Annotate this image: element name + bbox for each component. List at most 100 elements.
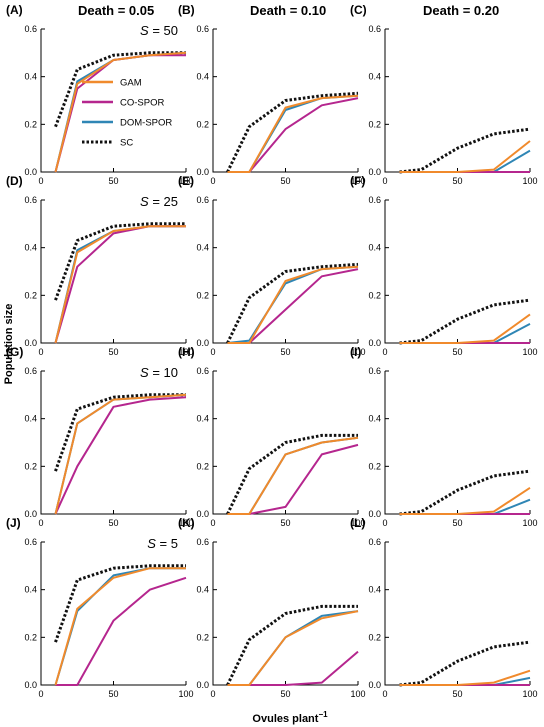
y-tick-label: 0.2 (368, 290, 381, 300)
x-tick-label: 0 (38, 176, 43, 186)
panel-label-k: (K) (178, 516, 195, 530)
series-line-gam (227, 94, 359, 173)
s-label-prefix: S (140, 365, 149, 380)
series-line-gam (54, 51, 187, 173)
series-line-co-spor (227, 443, 359, 515)
panel-c: (C) 0.0 0.2 0.4 0.6 0 50 100 (350, 3, 538, 186)
series-line-gam (227, 265, 359, 344)
y-tick-label: 0.0 (196, 509, 209, 519)
y-tick-label: 0.6 (196, 366, 209, 376)
series-line-sc (399, 469, 531, 516)
y-tick-label: 0.2 (24, 632, 37, 642)
panel-label-h: (H) (178, 345, 195, 359)
y-tick-label: 0.4 (368, 414, 381, 424)
s-label-eq: = (149, 23, 164, 38)
series-line-co-spor (54, 54, 186, 173)
series-line-co-spor (54, 396, 187, 515)
y-tick-label: 0.6 (368, 195, 381, 205)
panel-label-a: (A) (6, 3, 23, 17)
s-label-value: 5 (171, 536, 178, 551)
x-tick-label: 0 (38, 518, 43, 528)
x-tick-label: 0 (210, 518, 215, 528)
x-tick-label: 100 (350, 347, 365, 357)
x-tick-label: 0 (382, 689, 387, 699)
x-tick-label: 100 (178, 347, 193, 357)
y-tick-label: 0.6 (24, 195, 37, 205)
panel-label-c: (C) (350, 3, 367, 17)
x-tick-label: 100 (350, 176, 365, 186)
series-line-sc (54, 51, 186, 128)
series-line-sc (399, 127, 531, 174)
s-label-eq: = (149, 194, 164, 209)
y-tick-label: 0.4 (196, 72, 209, 82)
x-tick-label: 100 (178, 176, 193, 186)
series-line-gam (227, 610, 359, 686)
legend: GAM CO-SPOR DOM-SPOR SC (82, 78, 172, 149)
y-tick-label: 0.2 (196, 632, 209, 642)
x-tick-label: 100 (522, 689, 537, 699)
legend-label-co-spor: CO-SPOR (120, 98, 164, 109)
y-tick-label: 0.6 (368, 537, 381, 547)
series-line-sc (226, 433, 358, 515)
panel-f: (F)0.00.20.40.60 50 100 (350, 174, 538, 357)
y-tick-label: 0.6 (196, 24, 209, 34)
x-tick-label: 50 (452, 347, 462, 357)
y-tick-label: 0.2 (368, 461, 381, 471)
panel-label-i: (I) (350, 345, 361, 359)
y-tick-label: 0.6 (196, 195, 209, 205)
s-label: S = 5 (147, 536, 178, 551)
x-tick-label: 50 (452, 176, 462, 186)
panel-a: (A) 0.0 0.2 0.4 0.6 0 50 100 S = 50 (6, 3, 194, 186)
y-tick-label: 0.2 (368, 119, 381, 129)
panel-label-b: (B) (178, 3, 195, 17)
panel-h: (H)0.00.20.40.60 50 100 (178, 345, 366, 528)
series-line-gam (399, 486, 531, 515)
panel-label-j: (J) (6, 516, 21, 530)
panel-i: (I) 0.0 0.2 0.4 0.6 0 50 100 (350, 345, 538, 528)
x-tick-label: 100 (178, 689, 193, 699)
series-line-sc (226, 604, 358, 686)
series-line-gam (54, 393, 187, 515)
x-tick-label: 0 (210, 347, 215, 357)
y-tick-label: 0.4 (196, 414, 209, 424)
y-tick-label: 0.4 (368, 585, 381, 595)
series-line-gam (399, 669, 531, 686)
y-tick-label: 0.0 (24, 338, 37, 348)
x-tick-label: 100 (522, 518, 537, 528)
series-line-sc (226, 91, 359, 173)
y-tick-label: 0.6 (368, 24, 381, 34)
x-tick-label: 0 (382, 518, 387, 528)
x-tick-label: 50 (280, 176, 290, 186)
s-label: S = 25 (140, 194, 178, 209)
y-tick-label: 0.0 (196, 167, 209, 177)
panel-e: (E)0.00.20.40.60 50 100 (178, 174, 366, 357)
y-tick-label: 0.6 (196, 537, 209, 547)
y-tick-label: 0.2 (24, 119, 37, 129)
y-tick-label: 0.0 (368, 509, 381, 519)
series-line-dom-spor (54, 51, 187, 173)
s-label-prefix: S (147, 536, 156, 551)
y-tick-label: 0.2 (196, 290, 209, 300)
s-label-prefix: S (140, 23, 149, 38)
y-tick-label: 0.6 (368, 366, 381, 376)
series-line-gam (399, 313, 531, 344)
y-tick-label: 0.6 (24, 537, 37, 547)
y-tick-label: 0.2 (368, 632, 381, 642)
series-line-sc (399, 298, 531, 345)
y-tick-label: 0.0 (196, 338, 209, 348)
y-tick-label: 0.6 (24, 366, 37, 376)
y-tick-label: 0.4 (24, 72, 37, 82)
x-axis-label-main: Ovules plant (252, 713, 318, 725)
x-tick-label: 50 (280, 518, 290, 528)
y-tick-label: 0.4 (368, 72, 381, 82)
x-tick-label: 100 (178, 518, 193, 528)
y-tick-label: 0.0 (24, 509, 37, 519)
panel-l: (L)0.00.20.40.60 50 100 (350, 516, 538, 699)
panel-label-d: (D) (6, 174, 23, 188)
s-label-value: 10 (164, 365, 178, 380)
x-tick-label: 50 (108, 689, 118, 699)
y-tick-label: 0.4 (24, 414, 37, 424)
